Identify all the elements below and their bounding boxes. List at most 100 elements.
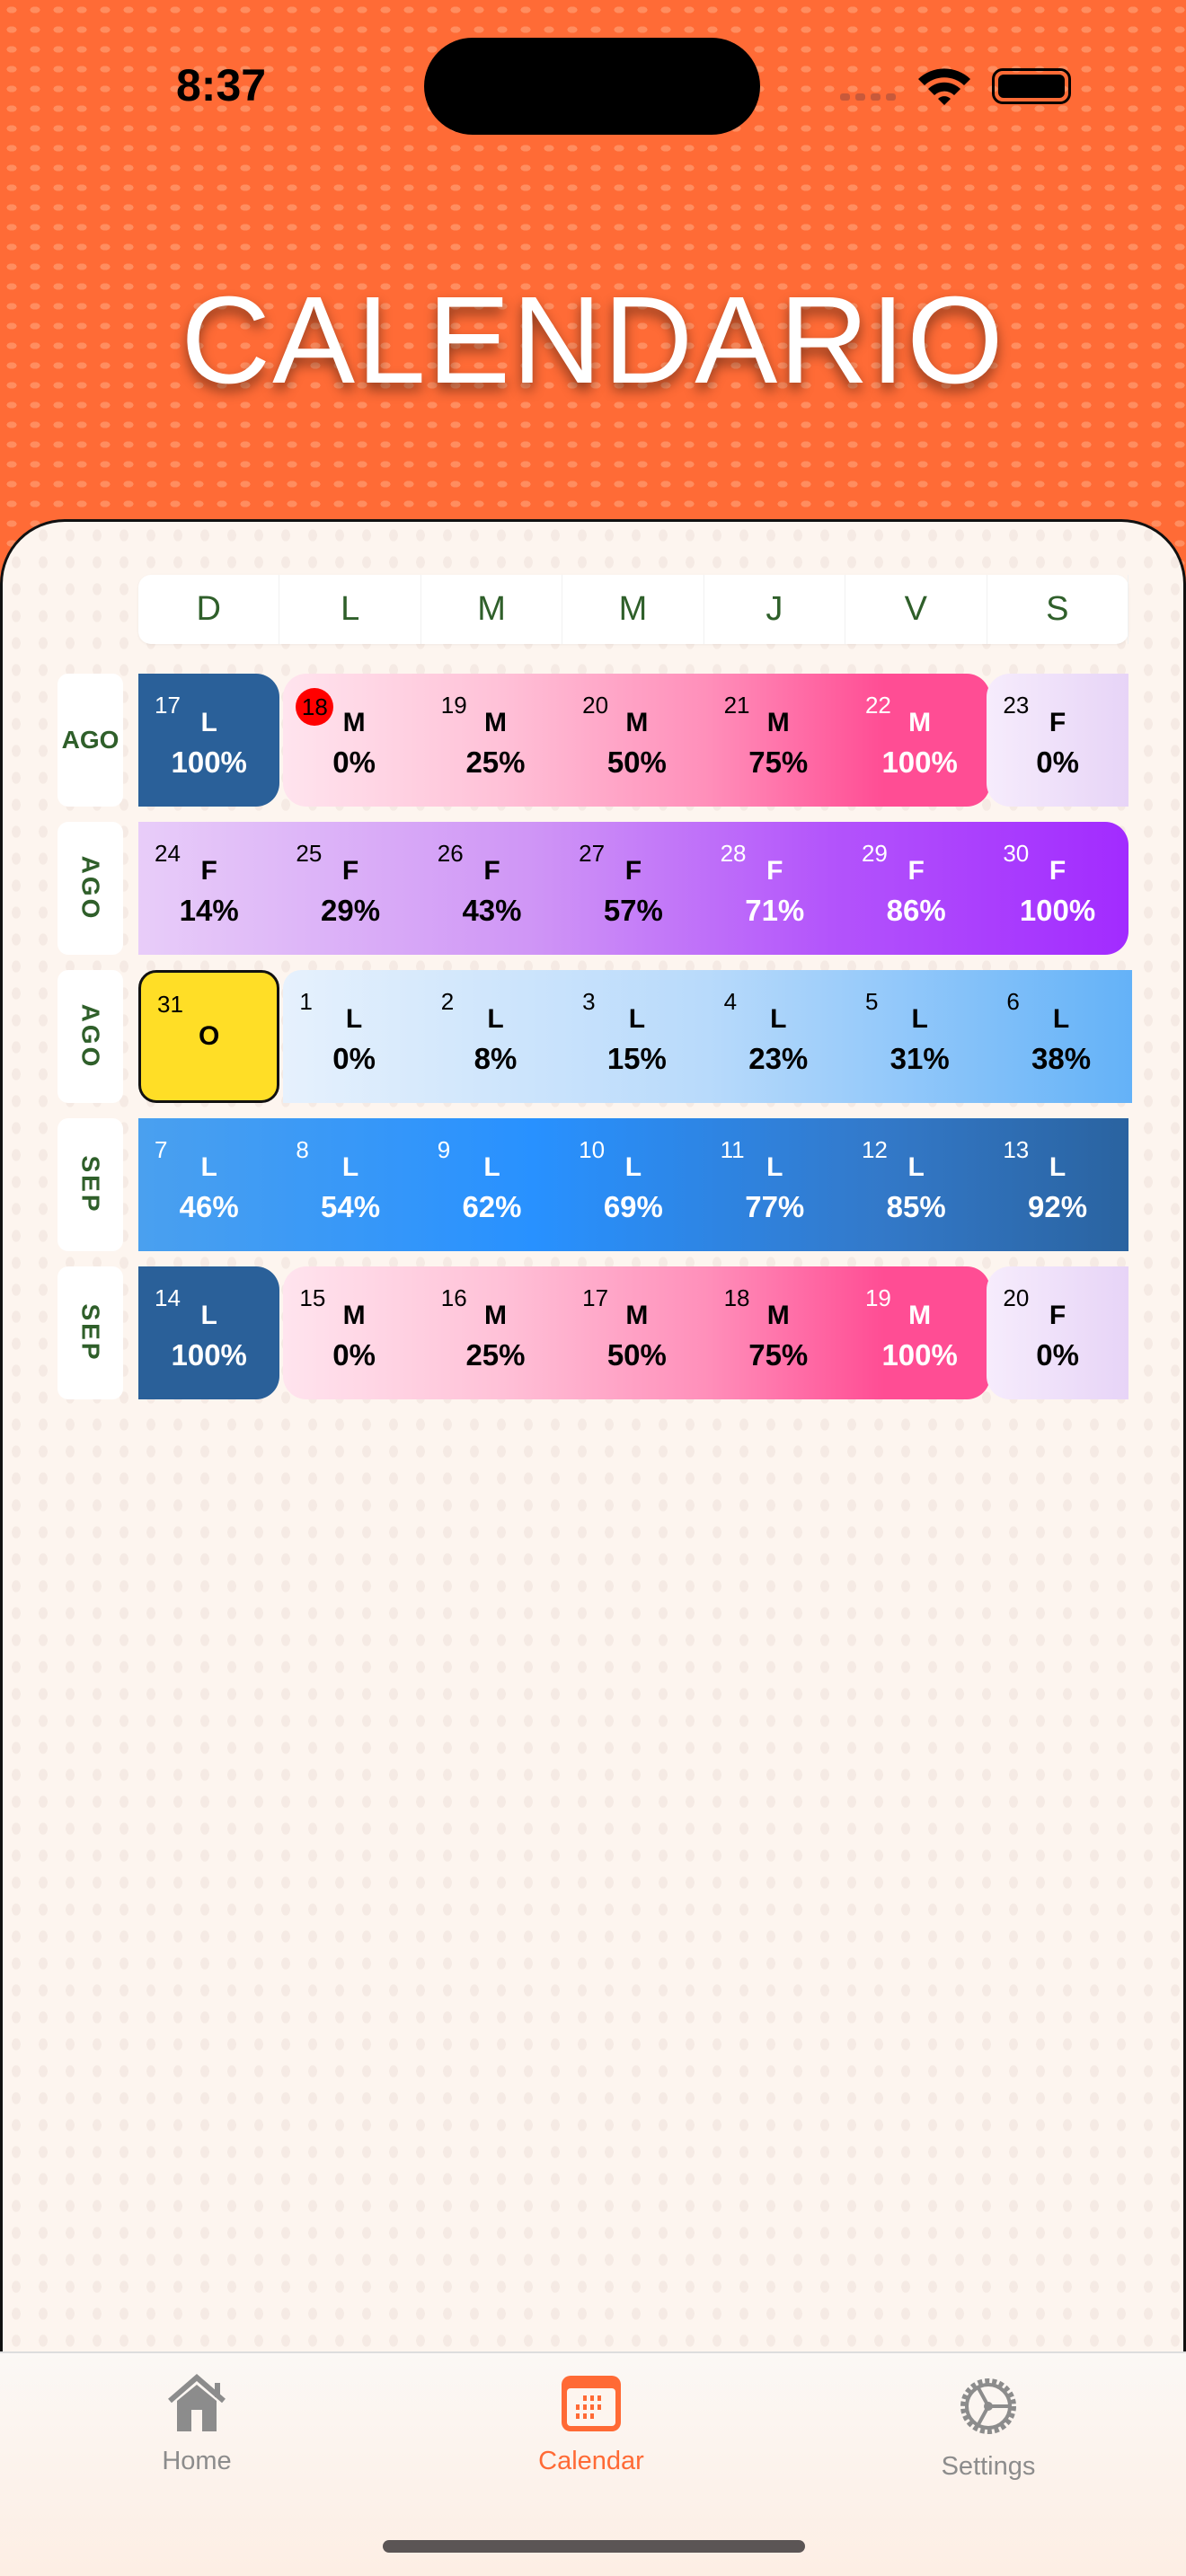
tab-settings[interactable]: Settings [916,2374,1060,2482]
day-number: 11 [720,1136,745,1163]
day-percent: 0% [332,745,376,779]
tab-calendar[interactable]: Calendar [519,2374,663,2476]
home-icon [168,2374,226,2431]
day-cell[interactable]: 20 M 50% [566,674,707,807]
home-indicator [383,2540,805,2553]
day-code: F [766,856,783,886]
day-percent: 69% [603,1190,663,1223]
day-number: 9 [437,1136,451,1163]
day-percent: 92% [1028,1190,1088,1223]
day-code: L [770,1004,787,1034]
month-label: AGO [58,822,123,955]
day-percent: 71% [745,894,805,927]
day-cell[interactable]: 21 M 75% [708,674,849,807]
day-number: 1 [299,988,313,1015]
segment-lightblue: 1 L 0% 2 L 8% 3 L 15% 4 L 23% 5 L 31% 6 L 38% [283,970,1132,1103]
day-code: L [766,1152,783,1182]
day-cell[interactable]: 10 L 69% [562,1118,704,1251]
day-code: M [625,708,649,737]
day-cell[interactable]: 18 M 0% [283,674,424,807]
day-cell[interactable]: 27 F 57% [562,822,704,955]
day-code: L [345,1004,363,1034]
day-cell[interactable]: 7 L 46% [138,1118,279,1251]
day-cell[interactable]: 22 M 100% [849,674,990,807]
day-number: 14 [155,1284,181,1311]
day-cell[interactable]: 18 M 75% [708,1266,849,1399]
month-label: AGO [58,674,123,807]
day-cell[interactable]: 14 L 100% [138,1266,279,1399]
day-code: F [1049,708,1067,737]
day-cell[interactable]: 20 F 0% [987,1266,1128,1399]
day-code: L [624,1152,642,1182]
today-marker: 18 [296,688,334,726]
day-cell[interactable]: 6 L 38% [990,970,1131,1103]
day-code: M [342,1301,366,1330]
day-cell[interactable]: 2 L 8% [425,970,566,1103]
day-cell[interactable]: 11 L 77% [704,1118,845,1251]
day-cell[interactable]: 12 L 85% [845,1118,987,1251]
day-cell[interactable]: 24 F 14% [138,822,279,955]
day-code: F [624,856,642,886]
day-cell[interactable]: 19 M 100% [849,1266,990,1399]
day-percent: 0% [1036,1338,1079,1372]
day-percent: 14% [179,894,239,927]
weekday-label: V [845,575,987,644]
weekday-label: J [704,575,846,644]
day-number: 26 [437,840,464,867]
day-cell[interactable]: 28 F 71% [704,822,845,955]
day-percent: 0% [332,1042,376,1075]
day-number: 15 [299,1284,326,1311]
day-cell[interactable]: 8 L 54% [279,1118,420,1251]
month-label: SEP [58,1118,123,1251]
day-cell[interactable]: 17 M 50% [566,1266,707,1399]
tab-home[interactable]: Home [125,2374,269,2476]
day-code: L [200,1301,217,1330]
weekday-label: S [987,575,1128,644]
day-cell[interactable]: 25 F 29% [279,822,420,955]
day-number: 21 [723,692,750,719]
day-cell[interactable]: 1 L 0% [283,970,424,1103]
day-cell[interactable]: 23 F 0% [987,674,1128,807]
day-number: 22 [864,692,891,719]
day-number: 17 [155,692,181,719]
day-code: L [487,1004,504,1034]
gear-icon [960,2378,1016,2434]
day-number: 5 [864,988,879,1015]
segment-blue: 7 L 46% 8 L 54% 9 L 62% 10 L 69% 11 L 77% 12 L 85% 13 L 92% [138,1118,1128,1251]
tab-calendar-label: Calendar [538,2447,644,2475]
weekday-label: D [138,575,280,644]
day-percent: 86% [886,894,946,927]
day-number: 27 [579,840,606,867]
day-cell[interactable]: 13 L 92% [987,1118,1128,1251]
day-number: 29 [861,840,888,867]
day-cell[interactable]: 26 F 43% [421,822,562,955]
day-cell[interactable]: 17 L 100% [138,674,279,807]
day-cell[interactable]: 30 F 100% [987,822,1128,955]
day-cell[interactable]: 9 L 62% [421,1118,562,1251]
status-time: 8:37 [176,60,267,110]
weekday-label: M [562,575,704,644]
day-percent: 100% [1019,894,1096,927]
day-percent: 75% [748,1338,809,1372]
day-cell[interactable]: 16 M 25% [425,1266,566,1399]
day-cell[interactable]: 31 O [141,973,277,1100]
day-cell[interactable]: 4 L 23% [708,970,849,1103]
day-cell[interactable]: 19 M 25% [425,674,566,807]
day-number: 23 [1003,692,1030,719]
month-text: AGO [76,855,105,922]
day-code: L [1049,1152,1067,1182]
segment-navy: 17 L 100% [138,674,280,807]
day-code: M [625,1301,649,1330]
day-number: 17 [582,1284,609,1311]
day-cell[interactable]: 3 L 15% [566,970,707,1103]
day-cell[interactable]: 5 L 31% [849,970,990,1103]
segment-pink: 15 M 0% 16 M 25% 17 M 50% 18 M 75% 19 M 100% [283,1266,991,1399]
day-percent: 8% [474,1042,518,1075]
day-cell[interactable]: 15 M 0% [283,1266,424,1399]
day-percent: 50% [606,745,667,779]
day-percent: 31% [890,1042,950,1075]
month-text: SEP [76,1303,105,1363]
day-number: 24 [155,840,181,867]
day-cell[interactable]: 29 F 86% [845,822,987,955]
day-number: 4 [723,988,738,1015]
